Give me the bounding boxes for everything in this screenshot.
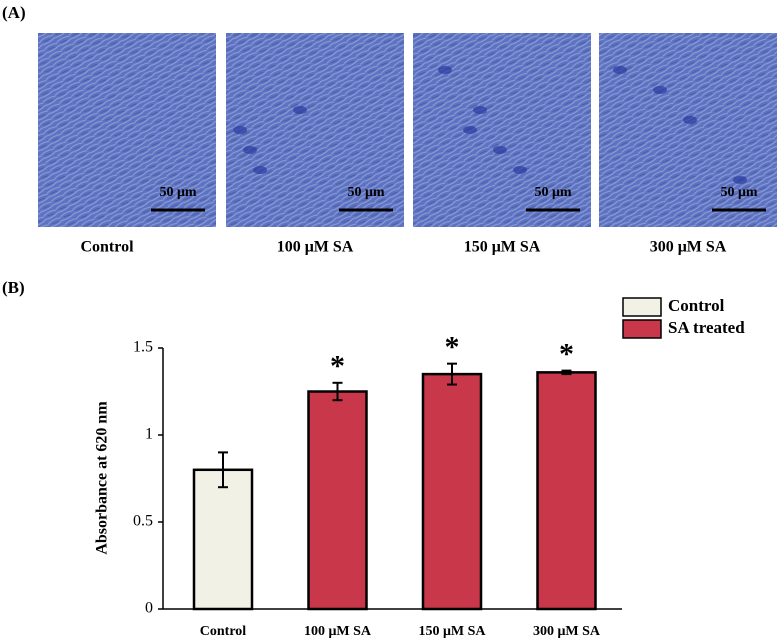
micrograph — [599, 33, 777, 227]
error-bar — [218, 451, 228, 489]
micrograph — [38, 33, 216, 227]
y-tick-label: 1 — [145, 426, 153, 443]
stain-spot — [473, 106, 487, 114]
stain-spot — [233, 126, 247, 134]
x-tick-label: Control — [200, 624, 247, 639]
error-bar — [561, 369, 572, 376]
caption: 100 μM SA — [277, 239, 354, 256]
legend-label: Control — [668, 296, 725, 315]
y-tick-label: 0 — [145, 600, 153, 617]
caption: 300 μM SA — [650, 239, 727, 256]
legend-label: SA treated — [668, 318, 745, 337]
x-tick-label: 100 μM SA — [304, 624, 372, 639]
stain-spot — [253, 166, 267, 174]
stain-spot — [733, 176, 747, 184]
stain-spot — [513, 166, 527, 174]
micrograph — [226, 33, 404, 227]
caption: Control — [80, 239, 134, 256]
stain-spot — [613, 66, 627, 74]
micrographs: 50 μm Control 50 μm 100 μM SA 50 μm 150 μM SA… — [38, 33, 777, 256]
caption: 150 μM SA — [464, 239, 541, 256]
legend-swatch — [622, 319, 662, 339]
significance-mark: * — [330, 350, 345, 383]
stain-spot — [493, 146, 507, 154]
panel-label: (A) — [2, 3, 26, 22]
stain-spot — [293, 106, 307, 114]
bar — [536, 371, 597, 611]
error-bar — [332, 381, 343, 402]
stain-spot — [243, 146, 257, 154]
significance-mark: * — [445, 331, 460, 364]
panel-label: (B) — [2, 278, 25, 297]
scale-bar-label: 50 μm — [159, 185, 196, 200]
bar — [421, 372, 483, 611]
y-tick-label: 1.5 — [133, 339, 153, 356]
y-axis-label: Absorbance at 620 nm — [94, 401, 111, 555]
scale-bar-label: 50 μm — [347, 185, 384, 200]
scale-bar-label: 50 μm — [534, 185, 571, 200]
stain-spot — [438, 66, 452, 74]
bar — [192, 468, 254, 611]
stain-spot — [463, 126, 477, 134]
micrograph — [413, 33, 591, 227]
x-tick-label: 300 μM SA — [533, 624, 601, 639]
bar — [307, 390, 368, 611]
stain-spot — [653, 86, 667, 94]
legend-swatch — [622, 297, 662, 317]
y-tick-label: 0.5 — [133, 513, 153, 530]
stain-spot — [683, 116, 697, 124]
x-tick-label: 150 μM SA — [418, 624, 486, 639]
error-bar — [447, 362, 457, 386]
scale-bar-label: 50 μm — [720, 185, 757, 200]
significance-mark: * — [559, 338, 574, 371]
